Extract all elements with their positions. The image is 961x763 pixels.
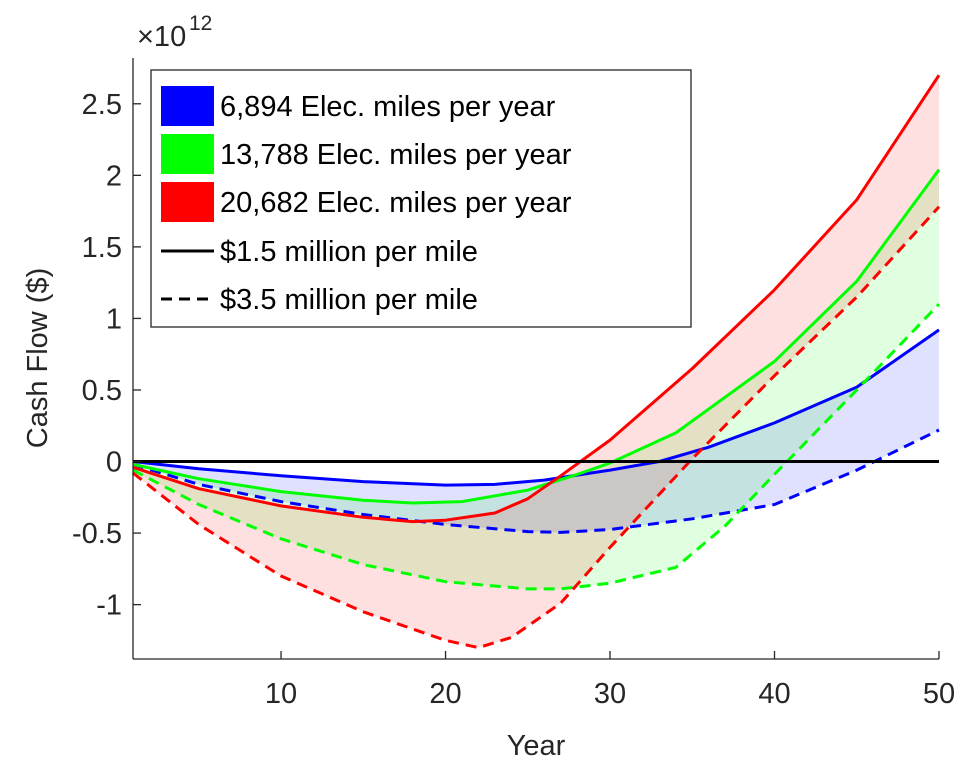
- legend-swatch: [161, 86, 214, 126]
- x-tick-label: 50: [923, 678, 955, 710]
- series-3-solid-line: [132, 74, 941, 524]
- y-tick-label: 0.5: [82, 375, 122, 407]
- legend-label: 20,682 Elec. miles per year: [220, 187, 572, 219]
- series-3-band: [133, 75, 939, 648]
- legend-swatch: [161, 182, 214, 222]
- y-exponent-base: ×10: [137, 21, 186, 53]
- series-1-solid-line: [132, 328, 940, 487]
- series-2-band: [133, 169, 939, 589]
- legend-swatch: [161, 134, 214, 174]
- legend-label: 13,788 Elec. miles per year: [220, 139, 572, 171]
- x-axis-label: Year: [507, 730, 566, 762]
- y-tick-label: 0: [106, 447, 122, 479]
- legend-label: $1.5 million per mile: [220, 236, 478, 268]
- legend-label: 6,894 Elec. miles per year: [220, 91, 556, 123]
- series-2-solid-line: [132, 168, 941, 505]
- x-tick-label: 20: [429, 678, 461, 710]
- legend-box: [150, 69, 692, 328]
- legend: 6,894 Elec. miles per year 13,788 Elec. m…: [150, 69, 692, 328]
- series-lines: [132, 74, 941, 650]
- axes: [132, 58, 939, 660]
- x-tick-label: 40: [758, 678, 790, 710]
- y-tick-label: 2: [106, 160, 122, 192]
- x-tick-label: 10: [265, 678, 297, 710]
- band-fills: [133, 75, 939, 648]
- y-ticks: -1 -0.5 0 0.5 1 1.5 2 2.5: [72, 89, 141, 622]
- series-1-band: [133, 329, 939, 533]
- y-axis-label: Cash Flow ($): [22, 268, 54, 449]
- y-tick-label: -0.5: [72, 518, 122, 550]
- y-tick-label: -1: [96, 590, 122, 622]
- legend-items: 6,894 Elec. miles per year 13,788 Elec. m…: [161, 86, 572, 316]
- series-1-dashed-line: [132, 428, 940, 534]
- y-tick-label: 2.5: [82, 89, 122, 121]
- series-3-dashed-line: [132, 205, 941, 650]
- y-exponent-label: ×10 12: [137, 12, 212, 53]
- y-exponent-power: 12: [189, 12, 212, 35]
- series-2-dashed-line: [132, 303, 941, 591]
- y-tick-label: 1.5: [82, 232, 122, 264]
- x-ticks: 10 20 30 40 50: [265, 651, 955, 710]
- x-tick-label: 30: [594, 678, 626, 710]
- y-tick-label: 1: [106, 303, 122, 335]
- legend-label: $3.5 million per mile: [220, 284, 478, 316]
